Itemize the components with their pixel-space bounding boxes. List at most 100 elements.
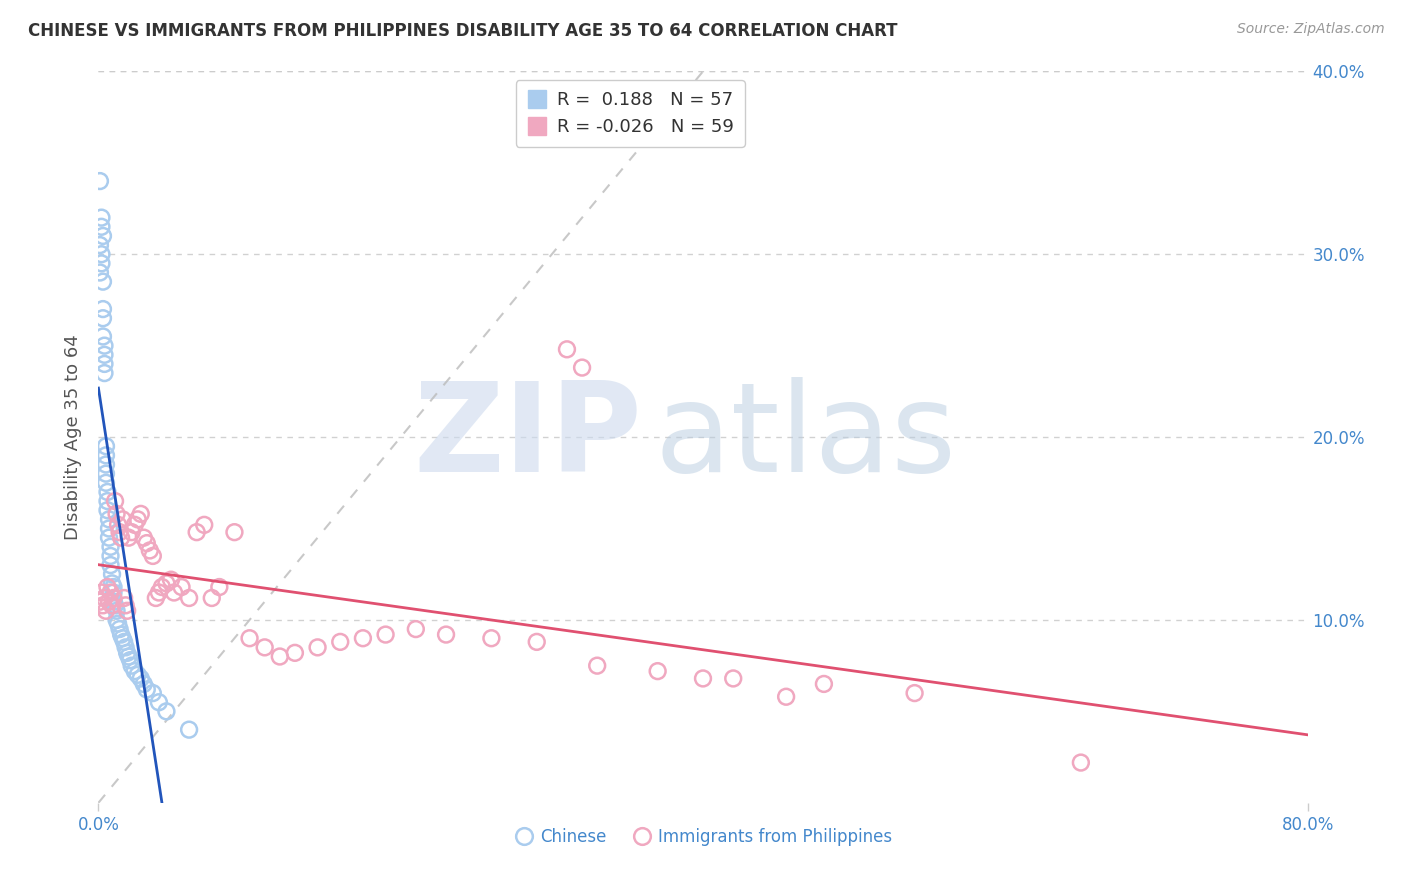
Point [329,635,352,649]
Point [253,640,276,655]
Point [91,311,114,326]
Point [90,247,112,261]
Point [129,672,152,686]
Point [110,531,132,545]
Point [94,458,117,472]
Point [90,211,112,225]
Point [723,672,745,686]
Point [103,585,125,599]
Point [201,591,224,605]
Point [120,653,142,667]
Point [145,591,167,605]
Point [224,525,246,540]
Point [571,360,593,375]
Point [112,635,135,649]
Point [135,536,157,550]
Point [96,503,118,517]
Point [107,517,129,532]
Point [104,494,127,508]
Text: ZIP: ZIP [413,376,643,498]
Point [352,632,374,646]
Point [208,580,231,594]
Point [91,229,114,244]
Point [94,439,117,453]
Point [103,580,125,594]
Point [111,632,134,646]
Point [93,348,115,362]
Point [108,622,131,636]
Point [118,649,141,664]
Point [96,580,118,594]
Point [121,658,143,673]
Point [118,531,141,545]
Point [142,686,165,700]
Point [93,366,115,380]
Point [89,174,111,188]
Point [307,640,329,655]
Legend: Chinese, Immigrants from Philippines: Chinese, Immigrants from Philippines [508,822,898,853]
Point [115,604,138,618]
Point [186,525,208,540]
Point [555,343,578,357]
Point [105,604,128,618]
Point [163,585,186,599]
Point [269,649,291,664]
Point [90,256,112,270]
Point [115,646,138,660]
Point [139,543,162,558]
Point [111,512,134,526]
Point [110,627,132,641]
Point [96,494,118,508]
Point [94,467,117,481]
Point [160,573,183,587]
Point [193,517,215,532]
Text: CHINESE VS IMMIGRANTS FROM PHILIPPINES DISABILITY AGE 35 TO 64 CORRELATION CHART: CHINESE VS IMMIGRANTS FROM PHILIPPINES D… [28,22,897,40]
Point [114,640,136,655]
Point [692,672,714,686]
Point [94,475,117,490]
Point [98,531,121,545]
Point [127,512,149,526]
Point [170,580,193,594]
Point [179,591,201,605]
Point [93,338,115,352]
Point [114,599,136,613]
Point [96,485,118,500]
Point [124,517,146,532]
Point [101,599,124,613]
Point [89,594,111,608]
Point [100,549,122,563]
Point [90,585,112,599]
Point [101,567,124,582]
Point [155,576,177,591]
Point [135,682,157,697]
Point [93,591,115,605]
Point [155,705,177,719]
Point [150,580,173,594]
Point [526,635,548,649]
Point [104,599,127,613]
Text: Source: ZipAtlas.com: Source: ZipAtlas.com [1237,22,1385,37]
Point [100,558,122,573]
Point [179,723,201,737]
Point [105,613,128,627]
Point [93,357,115,371]
Point [434,627,457,641]
Point [142,549,165,563]
Point [101,576,124,591]
Point [647,664,669,678]
Point [239,632,262,646]
Point [91,329,114,343]
Point [107,616,129,631]
Point [105,507,128,521]
Point [1070,756,1092,770]
Point [108,525,131,540]
Point [100,540,122,554]
Point [129,507,152,521]
Point [94,604,117,618]
Point [103,591,125,605]
Point [89,238,111,252]
Point [90,219,112,234]
Point [374,627,396,641]
Point [98,512,121,526]
